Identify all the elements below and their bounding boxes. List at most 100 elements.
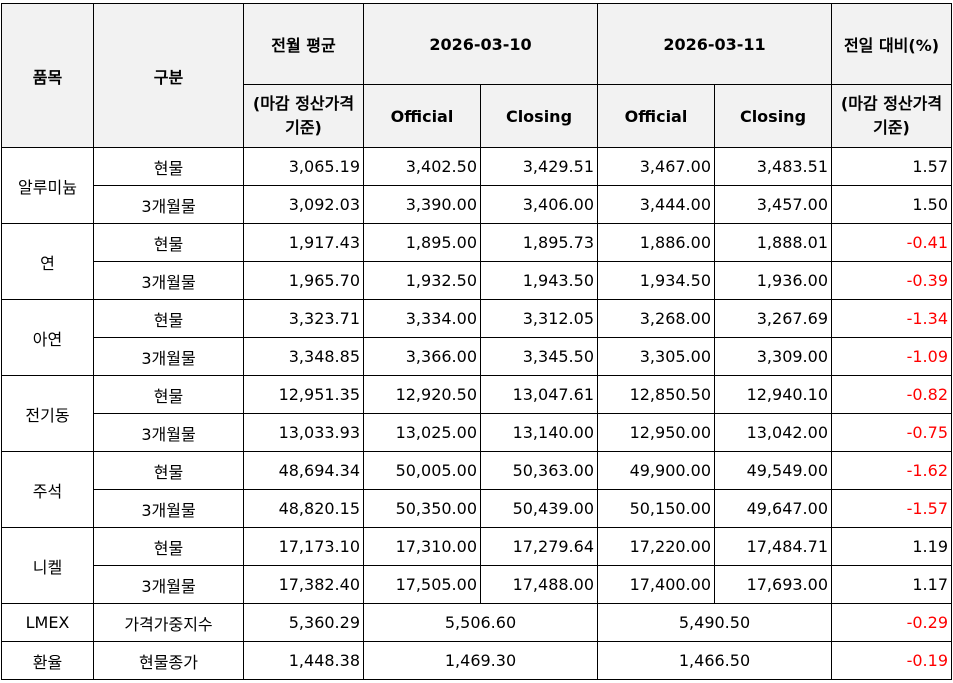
header-category: 구분 [93, 3, 244, 148]
header-change-basis: (마감 정산가격 기준) [831, 84, 952, 148]
table-row: 환율 현물종가 1,448.38 1,469.30 1,466.50 -0.19 [1, 641, 952, 680]
header-monthly-avg-basis: (마감 정산가격 기준) [243, 84, 364, 148]
change-cell: -1.62 [831, 451, 952, 490]
header-item: 품목 [1, 3, 94, 148]
date2-official-cell: 17,220.00 [597, 527, 715, 566]
change-cell: 1.19 [831, 527, 952, 566]
date1-official-cell: 1,932.50 [363, 261, 481, 300]
monthly-avg-cell: 1,917.43 [243, 223, 364, 262]
date1-closing-cell: 13,047.61 [480, 375, 598, 414]
monthly-avg-cell: 3,065.19 [243, 147, 364, 186]
date2-official-cell: 17,400.00 [597, 565, 715, 604]
monthly-avg-cell: 3,092.03 [243, 185, 364, 224]
table-row: 3개월물 17,382.40 17,505.00 17,488.00 17,400.00… [2, 565, 952, 604]
header-date2-official: Official [597, 84, 715, 148]
category-cell: 현물종가 [93, 641, 244, 680]
date1-closing-cell: 50,439.00 [480, 489, 598, 528]
date2-official-cell: 12,850.50 [597, 375, 715, 414]
change-cell: -0.29 [831, 603, 952, 642]
date1-official-cell: 12,920.50 [363, 375, 481, 414]
date1-official-cell: 1,895.00 [363, 223, 481, 262]
date2-official-cell: 3,444.00 [597, 185, 715, 224]
table-row: 니켈 현물 17,173.10 17,310.00 17,279.64 17,220.00… [1, 527, 952, 604]
table-row: 3개월물 1,965.70 1,932.50 1,943.50 1,934.50 1,93… [2, 261, 952, 300]
date2-official-cell: 1,934.50 [597, 261, 715, 300]
category-cell: 3개월물 [93, 565, 244, 604]
table-row: 전기동 현물 12,951.35 12,920.50 13,047.61 12,850.5… [1, 375, 952, 452]
category-cell: 현물 [93, 299, 244, 338]
table-row: 3개월물 3,348.85 3,366.00 3,345.50 3,305.00 3,30… [2, 337, 952, 376]
date2-closing-cell: 1,936.00 [714, 261, 832, 300]
date1-official-cell: 17,505.00 [363, 565, 481, 604]
category-cell: 3개월물 [93, 185, 244, 224]
date1-closing-cell: 1,943.50 [480, 261, 598, 300]
change-cell: -1.09 [831, 337, 952, 376]
item-name: 알루미늄 [1, 147, 94, 224]
date2-closing-cell: 49,647.00 [714, 489, 832, 528]
date1-closing-cell: 1,895.73 [480, 223, 598, 262]
item-name: LMEX [1, 603, 94, 642]
header-change: 전일 대비(%) [831, 3, 952, 85]
date2-closing-cell: 3,309.00 [714, 337, 832, 376]
metal-price-table: 품목 구분 전월 평균 2026-03-10 2026-03-11 전일 대비(… [1, 3, 952, 680]
date2-official-cell: 50,150.00 [597, 489, 715, 528]
header-monthly-avg: 전월 평균 [243, 3, 364, 85]
date1-official-cell: 3,366.00 [363, 337, 481, 376]
item-name: 주석 [1, 451, 94, 528]
category-cell: 3개월물 [93, 337, 244, 376]
date1-official-cell: 50,350.00 [363, 489, 481, 528]
table-row: LMEX 가격가중지수 5,360.29 5,506.60 5,490.50 -0.29 [1, 603, 952, 642]
category-cell: 3개월물 [93, 261, 244, 300]
date1-closing-cell: 50,363.00 [480, 451, 598, 490]
date2-closing-cell: 1,888.01 [714, 223, 832, 262]
monthly-avg-cell: 3,323.71 [243, 299, 364, 338]
change-cell: -0.41 [831, 223, 952, 262]
date2-closing-cell: 17,484.71 [714, 527, 832, 566]
date2-closing-cell: 49,549.00 [714, 451, 832, 490]
monthly-avg-cell: 17,173.10 [243, 527, 364, 566]
date1-value-cell: 5,506.60 [363, 603, 598, 642]
category-cell: 현물 [93, 451, 244, 490]
change-cell: -0.39 [831, 261, 952, 300]
date2-closing-cell: 3,483.51 [714, 147, 832, 186]
date1-official-cell: 3,334.00 [363, 299, 481, 338]
category-cell: 3개월물 [93, 413, 244, 452]
table-row: 3개월물 48,820.15 50,350.00 50,439.00 50,150.00… [2, 489, 952, 528]
date2-value-cell: 1,466.50 [597, 641, 832, 680]
date2-closing-cell: 12,940.10 [714, 375, 832, 414]
monthly-avg-cell: 17,382.40 [243, 565, 364, 604]
date1-closing-cell: 17,488.00 [480, 565, 598, 604]
header-date-1: 2026-03-10 [363, 3, 598, 85]
change-cell: 1.17 [831, 565, 952, 604]
date2-closing-cell: 3,267.69 [714, 299, 832, 338]
change-cell: -0.82 [831, 375, 952, 414]
monthly-avg-cell: 1,448.38 [243, 641, 364, 680]
category-cell: 현물 [93, 223, 244, 262]
category-cell: 현물 [93, 375, 244, 414]
date1-value-cell: 1,469.30 [363, 641, 598, 680]
change-cell: -0.19 [831, 641, 952, 680]
monthly-avg-cell: 13,033.93 [243, 413, 364, 452]
date2-official-cell: 49,900.00 [597, 451, 715, 490]
date1-official-cell: 3,390.00 [363, 185, 481, 224]
date1-official-cell: 3,402.50 [363, 147, 481, 186]
item-name: 환율 [1, 641, 94, 680]
table-row: 알루미늄 현물 3,065.19 3,402.50 3,429.51 3,467.00 3,… [1, 147, 952, 224]
change-cell: 1.57 [831, 147, 952, 186]
table-row: 3개월물 3,092.03 3,390.00 3,406.00 3,444.00 3,45… [2, 185, 952, 224]
category-cell: 3개월물 [93, 489, 244, 528]
table-row: 주석 현물 48,694.34 50,005.00 50,363.00 49,900.00… [1, 451, 952, 528]
date2-official-cell: 1,886.00 [597, 223, 715, 262]
header-date1-official: Official [363, 84, 481, 148]
header-date-2: 2026-03-11 [597, 3, 832, 85]
header-date2-closing: Closing [714, 84, 832, 148]
change-cell: -0.75 [831, 413, 952, 452]
date2-value-cell: 5,490.50 [597, 603, 832, 642]
date1-closing-cell: 3,312.05 [480, 299, 598, 338]
date2-closing-cell: 13,042.00 [714, 413, 832, 452]
item-name: 연 [1, 223, 94, 300]
date1-official-cell: 13,025.00 [363, 413, 481, 452]
date2-official-cell: 12,950.00 [597, 413, 715, 452]
date1-official-cell: 17,310.00 [363, 527, 481, 566]
date1-closing-cell: 3,429.51 [480, 147, 598, 186]
